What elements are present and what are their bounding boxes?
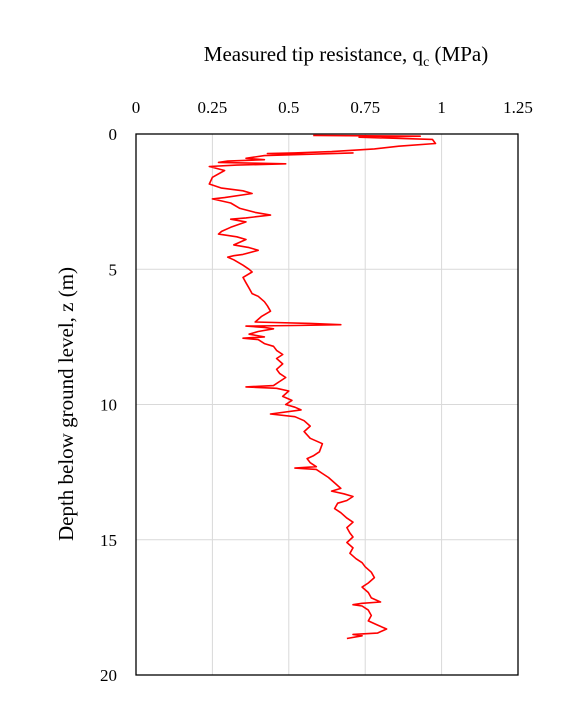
grid <box>136 134 518 675</box>
y-tick-label: 20 <box>100 666 117 685</box>
y-tick-label: 5 <box>109 260 118 279</box>
y-tick-labels: 0 5 10 15 20 <box>100 125 117 685</box>
y-tick-label: 10 <box>100 396 117 415</box>
series-layer <box>208 134 437 640</box>
y-tick-label: 0 <box>109 125 118 144</box>
x-tick-label: 0.25 <box>198 98 228 117</box>
series-line <box>208 134 437 640</box>
x-tick-label: 0 <box>132 98 141 117</box>
x-tick-label: 0.75 <box>350 98 380 117</box>
x-tick-label: 1 <box>437 98 446 117</box>
plot-frame <box>135 133 519 676</box>
y-tick-label: 15 <box>100 531 117 550</box>
x-axis-title: Measured tip resistance, qc (MPa) <box>204 42 488 70</box>
x-tick-labels: 0 0.25 0.5 0.75 1 1.25 <box>132 98 533 117</box>
y-axis-title: Depth below ground level, z (m) <box>54 267 78 541</box>
x-tick-label: 1.25 <box>503 98 533 117</box>
x-tick-label: 0.5 <box>278 98 299 117</box>
